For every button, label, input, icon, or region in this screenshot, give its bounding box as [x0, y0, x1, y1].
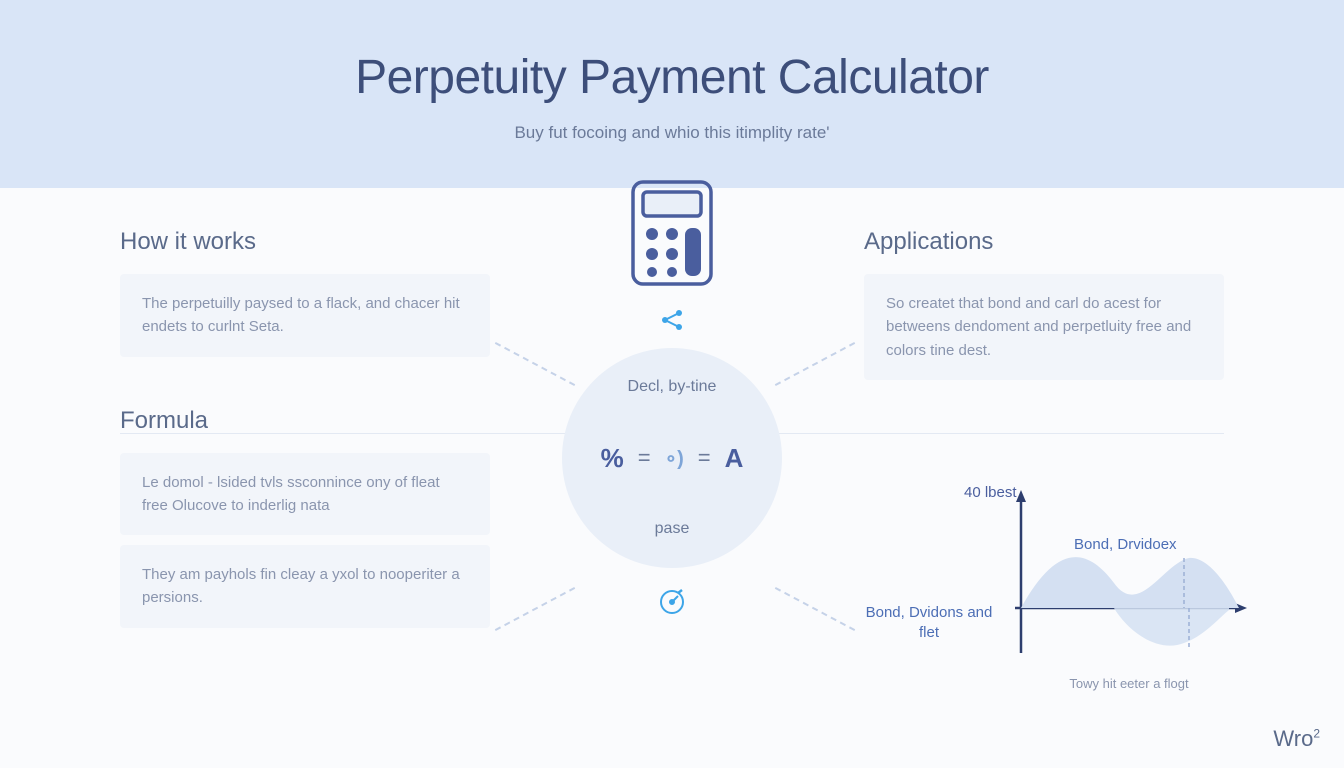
formula-section: Formula Le domol - lsided tvls ssconninc… [120, 407, 490, 628]
applications-heading: Applications [864, 228, 1224, 256]
hub-equals-1: = [638, 445, 651, 471]
applications-text: So createt that bond and carl do acest f… [886, 292, 1202, 362]
hub-mid-symbol: ∘) [665, 446, 684, 471]
chart-label-bottom: Towy hit eeter a flogt [1064, 676, 1194, 693]
gauge-icon [658, 588, 686, 616]
main-content: How it works The perpetuilly paysed to a… [0, 188, 1344, 748]
formula-hub-circle: Decl, by-tine % = ∘) = A pase [562, 348, 782, 568]
hub-percent: % [601, 443, 624, 474]
chart-svg [1009, 488, 1249, 688]
hub-label-bottom: pase [655, 520, 690, 538]
applications-card: So createt that bond and carl do acest f… [864, 274, 1224, 380]
chart-label-left: Bond, Dvidons and flet [859, 603, 999, 642]
header-banner: Perpetuity Payment Calculator Buy fut fo… [0, 0, 1344, 188]
center-stack: Decl, by-tine % = ∘) = A pase [562, 178, 782, 616]
formula-heading: Formula [120, 407, 490, 435]
page-title: Perpetuity Payment Calculator [20, 50, 1324, 105]
hub-label-top: Decl, by-tine [628, 378, 717, 396]
formula-text-1: Le domol - lsided tvls ssconnince ony of… [142, 471, 468, 518]
calculator-icon [627, 178, 717, 288]
hub-equals-2: = [698, 445, 711, 471]
how-it-works-text: The perpetuilly paysed to a flack, and c… [142, 292, 468, 339]
formula-text-2: They am payhols fin cleay a yxol to noop… [142, 563, 468, 610]
how-it-works-heading: How it works [120, 228, 490, 256]
trend-chart: 40 lbest Bond, Dvidons and flet Bond, Dr… [879, 478, 1249, 738]
share-icon [658, 306, 686, 334]
hub-a: A [725, 443, 744, 474]
connector-bottom-right [775, 587, 855, 631]
formula-card-1: Le domol - lsided tvls ssconnince ony of… [120, 453, 490, 536]
connector-top-right [775, 342, 855, 386]
corner-watermark: Wro2 [1273, 726, 1320, 752]
hub-formula-row: % = ∘) = A [601, 443, 744, 474]
right-column: Applications So createt that bond and ca… [864, 228, 1224, 394]
how-it-works-card: The perpetuilly paysed to a flack, and c… [120, 274, 490, 357]
left-column: How it works The perpetuilly paysed to a… [120, 228, 490, 638]
formula-card-2: They am payhols fin cleay a yxol to noop… [120, 545, 490, 628]
page-subtitle: Buy fut focoing and whio this itimplity … [20, 123, 1324, 143]
